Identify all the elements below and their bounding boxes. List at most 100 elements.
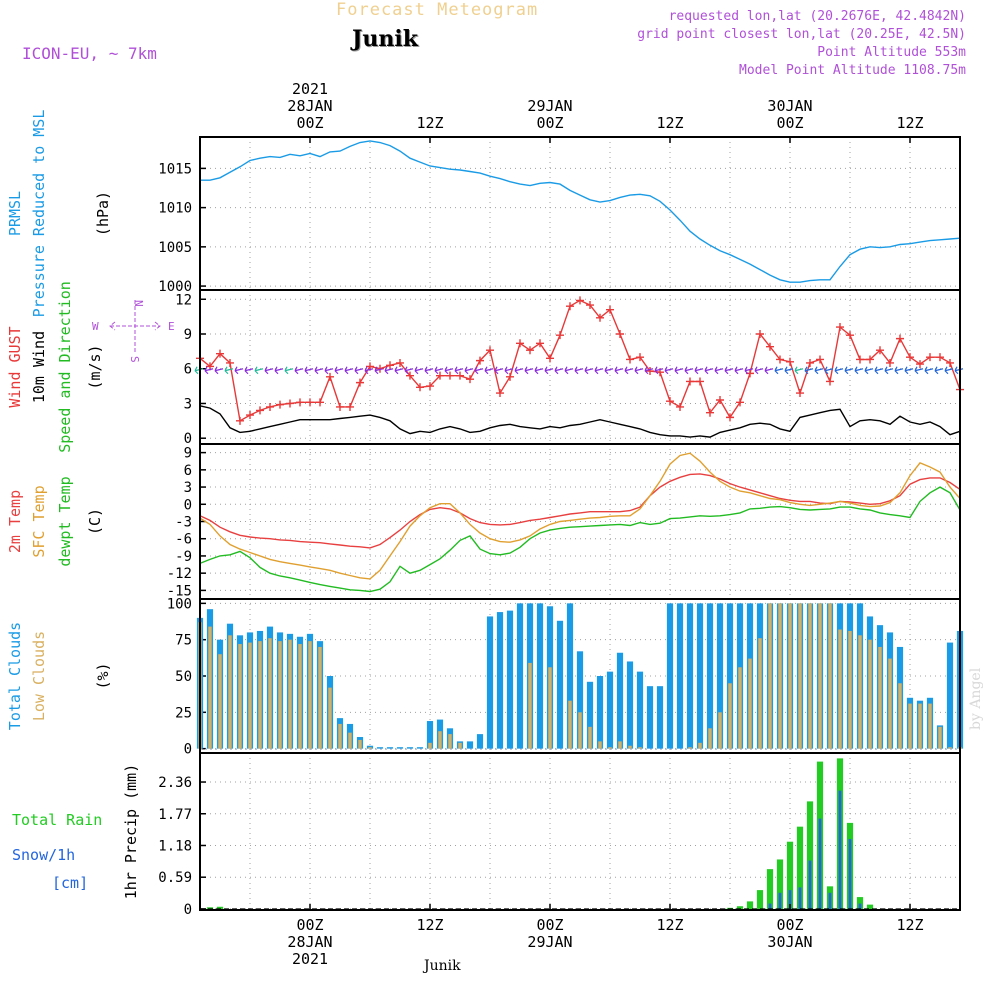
gust-marker bbox=[386, 361, 394, 370]
bar-low-clouds bbox=[948, 747, 952, 749]
time-label-top: 00Z bbox=[536, 114, 563, 132]
bar-total-clouds bbox=[606, 671, 614, 749]
bar-total-rain bbox=[756, 890, 764, 909]
y-tick-label: 50 bbox=[175, 669, 192, 685]
bar-snow-1h bbox=[778, 892, 782, 909]
wind-barb bbox=[834, 366, 844, 375]
gust-marker bbox=[936, 353, 944, 362]
y-tick-label: 9 bbox=[184, 446, 192, 462]
gust-marker bbox=[536, 339, 544, 348]
wind-barb bbox=[254, 366, 264, 375]
bar-total-clouds bbox=[596, 676, 604, 749]
y-tick-label: 100 bbox=[167, 596, 192, 612]
bar-snow-1h bbox=[818, 818, 822, 909]
bar-total-clouds bbox=[666, 603, 674, 749]
wind-barb bbox=[654, 366, 664, 375]
bar-low-clouds bbox=[808, 603, 812, 749]
bar-low-clouds bbox=[918, 703, 922, 749]
y-tick-label: 1.18 bbox=[158, 838, 192, 854]
gust-marker bbox=[646, 367, 654, 376]
bar-low-clouds bbox=[528, 662, 532, 749]
bar-total-clouds bbox=[616, 652, 624, 749]
panel-wind: Wind GUST 10m Wind Speed and Direction (m/s… bbox=[6, 281, 964, 453]
gust-marker bbox=[826, 377, 834, 386]
bar-low-clouds bbox=[208, 626, 212, 749]
bar-low-clouds bbox=[908, 703, 912, 749]
point-altitude: Point Altitude 553m bbox=[817, 45, 966, 60]
time-label-bottom: 00Z bbox=[776, 916, 803, 934]
wind-barb bbox=[434, 366, 444, 375]
time-label-bottom: 28JAN bbox=[287, 933, 332, 951]
y-tick-label: 6 bbox=[184, 362, 192, 378]
bar-low-clouds bbox=[728, 683, 732, 749]
wind-barb bbox=[844, 366, 854, 375]
compass-west: W bbox=[92, 320, 99, 333]
bar-total-clouds bbox=[516, 603, 524, 749]
bar-low-clouds bbox=[578, 712, 582, 749]
gust-marker bbox=[566, 302, 574, 311]
bar-total-rain bbox=[776, 859, 784, 909]
panel-pressure: PRMSL Pressure Reduced to MSL (hPa) bbox=[6, 110, 961, 317]
wind-barb bbox=[714, 366, 724, 375]
y-tick-label: 6 bbox=[184, 463, 192, 479]
bar-total-rain bbox=[866, 904, 874, 909]
y-tick-label: -6 bbox=[175, 532, 192, 548]
bar-low-clouds bbox=[698, 742, 702, 749]
wind-barb bbox=[884, 366, 894, 375]
gust-marker bbox=[526, 346, 534, 355]
gust-marker bbox=[686, 377, 694, 386]
gust-marker bbox=[466, 375, 474, 384]
gust-marker bbox=[506, 372, 514, 381]
bar-total-clouds bbox=[586, 681, 594, 749]
bar-total-clouds bbox=[466, 741, 474, 749]
bar-low-clouds bbox=[258, 641, 262, 749]
series-line-10m-wind bbox=[199, 405, 961, 438]
wind-barb bbox=[774, 366, 784, 375]
panel-unit: (%) bbox=[94, 662, 112, 689]
compass-east: E bbox=[168, 320, 175, 333]
bar-total-clouds bbox=[626, 661, 634, 749]
bar-low-clouds bbox=[318, 646, 322, 749]
wind-barb bbox=[214, 366, 224, 375]
gust-marker bbox=[786, 357, 794, 366]
compass-arrows bbox=[109, 300, 161, 352]
panel-label: Wind GUST bbox=[6, 326, 24, 407]
bar-snow-1h bbox=[858, 903, 862, 909]
gust-marker bbox=[346, 402, 354, 411]
gust-marker bbox=[806, 358, 814, 367]
bar-total-clouds bbox=[416, 747, 424, 749]
wind-barb bbox=[424, 366, 434, 375]
bar-total-clouds bbox=[726, 603, 734, 749]
y-tick-label: 2.36 bbox=[158, 775, 192, 791]
time-label-top: 12Z bbox=[896, 114, 923, 132]
bar-low-clouds bbox=[338, 723, 342, 749]
gust-marker bbox=[416, 383, 424, 392]
bar-low-clouds bbox=[288, 639, 292, 749]
bar-total-clouds bbox=[536, 603, 544, 749]
wind-barb bbox=[224, 366, 234, 375]
wind-barb bbox=[394, 366, 404, 375]
panel-frame bbox=[199, 752, 961, 911]
gust-marker bbox=[306, 398, 314, 407]
time-label-top: 30JAN bbox=[767, 97, 812, 115]
gust-marker bbox=[716, 396, 724, 404]
y-tick-label: 3 bbox=[184, 396, 192, 412]
bar-low-clouds bbox=[628, 745, 632, 749]
wind-barb bbox=[604, 366, 614, 375]
bar-total-clouds bbox=[476, 734, 484, 749]
bar-low-clouds bbox=[768, 603, 772, 749]
bar-low-clouds bbox=[928, 703, 932, 749]
gust-marker bbox=[296, 398, 304, 407]
model-label: ICON-EU, ~ 7km bbox=[22, 44, 157, 63]
bar-low-clouds bbox=[738, 667, 742, 749]
wind-barb bbox=[494, 366, 504, 375]
y-tick-label: -15 bbox=[167, 583, 192, 599]
bar-low-clouds bbox=[798, 603, 802, 749]
bar-snow-1h bbox=[798, 887, 802, 909]
gust-marker bbox=[676, 402, 684, 411]
gust-marker bbox=[726, 413, 734, 422]
wind-barb bbox=[414, 366, 424, 375]
bar-low-clouds bbox=[938, 726, 942, 749]
panel-label: Low Clouds bbox=[30, 631, 48, 721]
bar-snow-1h bbox=[808, 860, 812, 909]
